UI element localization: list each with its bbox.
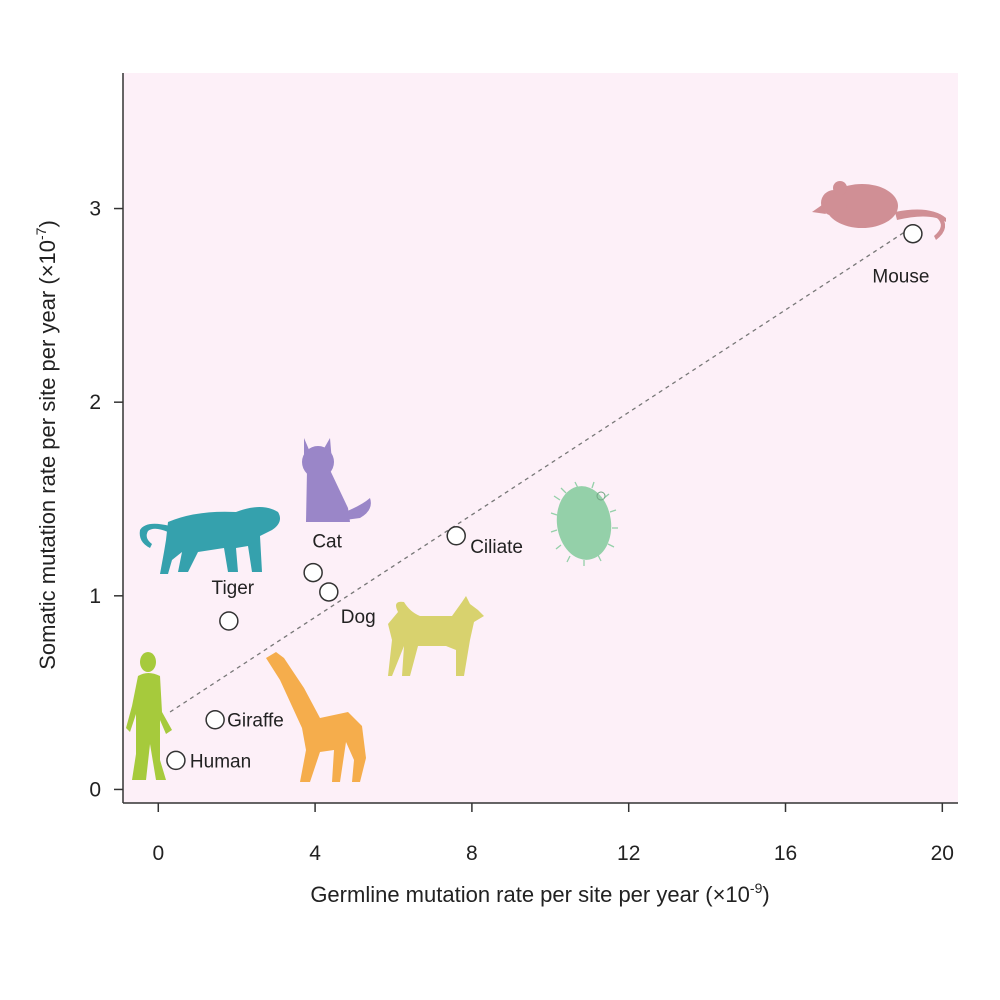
ciliate-silhouette-icon (550, 481, 618, 566)
data-label-dog: Dog (341, 607, 376, 628)
y-axis-ticks: 0 1 2 3 (89, 198, 123, 801)
tiger-silhouette-icon (139, 507, 280, 574)
x-tick-label: 12 (617, 842, 640, 865)
x-axis-title: Germline mutation rate per site per year… (310, 880, 769, 907)
y-tick-label: 2 (89, 391, 101, 414)
giraffe-silhouette-icon (266, 652, 366, 782)
data-points (166, 223, 923, 771)
data-point-labels: Human Giraffe Tiger Cat Dog Ciliate Mouse (190, 267, 930, 773)
data-point-human (166, 750, 186, 771)
x-tick-label: 0 (152, 842, 164, 865)
data-point-ciliate (446, 526, 466, 546)
human-silhouette-icon (126, 652, 172, 780)
x-axis-ticks: 0 4 8 12 16 20 (152, 803, 954, 865)
data-point-dog (319, 582, 339, 602)
data-label-human: Human (190, 751, 251, 772)
data-label-ciliate: Ciliate (470, 537, 523, 558)
x-tick-label: 20 (931, 842, 954, 865)
plot-background (123, 73, 958, 803)
x-tick-label: 8 (466, 842, 478, 865)
y-axis-title: Somatic mutation rate per site per year … (33, 220, 60, 670)
data-label-cat: Cat (312, 532, 342, 553)
data-point-mouse (903, 223, 923, 244)
y-tick-label: 0 (89, 778, 101, 801)
cat-silhouette-icon (302, 438, 371, 522)
y-tick-label: 1 (89, 585, 101, 608)
data-label-mouse: Mouse (872, 267, 929, 288)
y-tick-label: 3 (89, 198, 101, 221)
dog-silhouette-icon (388, 596, 484, 676)
trend-line (169, 227, 912, 713)
data-point-cat (303, 562, 323, 583)
data-label-tiger: Tiger (212, 578, 255, 599)
x-tick-label: 4 (309, 842, 321, 865)
mouse-silhouette-icon (812, 181, 946, 240)
x-tick-label: 16 (774, 842, 797, 865)
data-point-giraffe (205, 709, 225, 730)
data-point-tiger (219, 611, 239, 631)
data-label-giraffe: Giraffe (227, 711, 284, 732)
